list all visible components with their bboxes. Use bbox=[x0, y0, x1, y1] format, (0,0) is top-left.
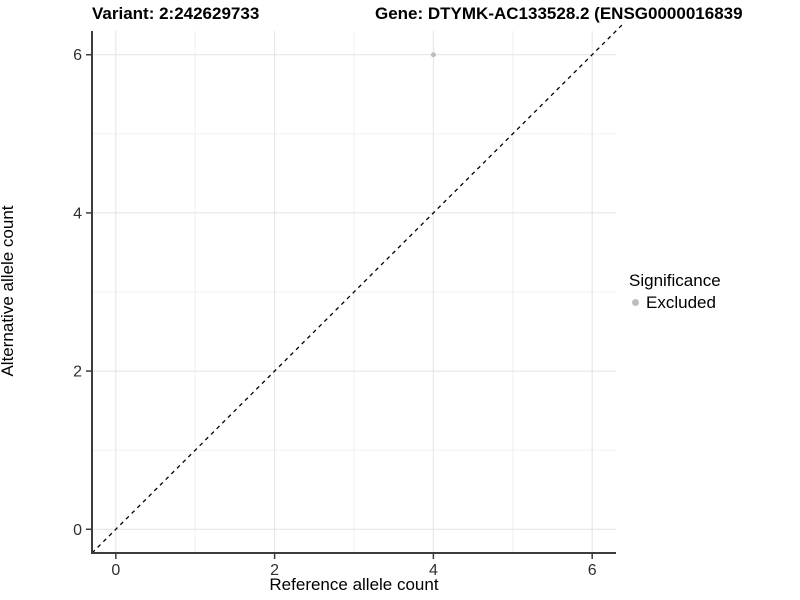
identity-reference-line bbox=[91, 24, 623, 554]
legend: Significance Excluded bbox=[629, 270, 721, 313]
legend-item-label: Excluded bbox=[646, 293, 716, 312]
legend-title: Significance bbox=[629, 271, 721, 290]
y-tick-label: 0 bbox=[73, 522, 82, 539]
plot-title-gene: Gene: DTYMK-AC133528.2 (ENSG0000016839 bbox=[375, 4, 743, 23]
x-tick-label: 2 bbox=[270, 562, 279, 579]
data-point bbox=[430, 52, 436, 58]
legend-point-icon bbox=[632, 299, 639, 306]
y-tick-label: 2 bbox=[73, 364, 82, 381]
x-tick-label: 4 bbox=[429, 562, 438, 579]
x-tick-label: 0 bbox=[111, 562, 120, 579]
legend-item-excluded: Excluded bbox=[629, 292, 721, 313]
y-axis-title: Alternative allele count bbox=[0, 205, 17, 377]
x-axis-title: Reference allele count bbox=[269, 575, 439, 594]
y-tick-label: 6 bbox=[73, 47, 82, 64]
y-tick-label: 4 bbox=[73, 205, 82, 222]
x-tick-label: 6 bbox=[588, 562, 597, 579]
plot-title-variant: Variant: 2:242629733 bbox=[92, 4, 260, 23]
